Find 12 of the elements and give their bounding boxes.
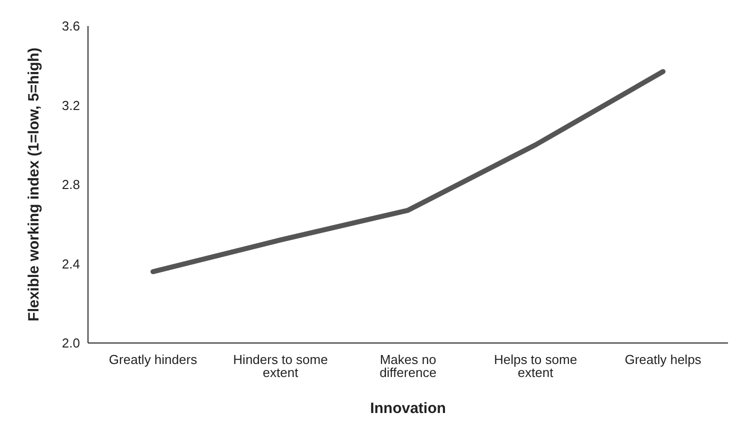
x-tick-label: Makes no difference bbox=[380, 352, 436, 380]
y-tick-label: 2.4 bbox=[62, 256, 80, 272]
y-tick-label: 2.0 bbox=[62, 336, 80, 351]
y-tick-label: 3.2 bbox=[62, 98, 80, 113]
x-tick-label: Greatly hinders bbox=[108, 352, 198, 368]
x-axis-title: Innovation bbox=[370, 400, 446, 417]
x-tick-label: Greatly helps bbox=[624, 352, 702, 368]
x-tick-label: Helps to some extent bbox=[494, 352, 578, 380]
y-tick-label: 3.6 bbox=[62, 18, 80, 34]
y-tick-label: 2.8 bbox=[62, 177, 80, 192]
y-axis-title: Flexible working index (1=low, 5=high) bbox=[25, 48, 42, 322]
x-tick-label: Hinders to some extent bbox=[233, 352, 328, 380]
